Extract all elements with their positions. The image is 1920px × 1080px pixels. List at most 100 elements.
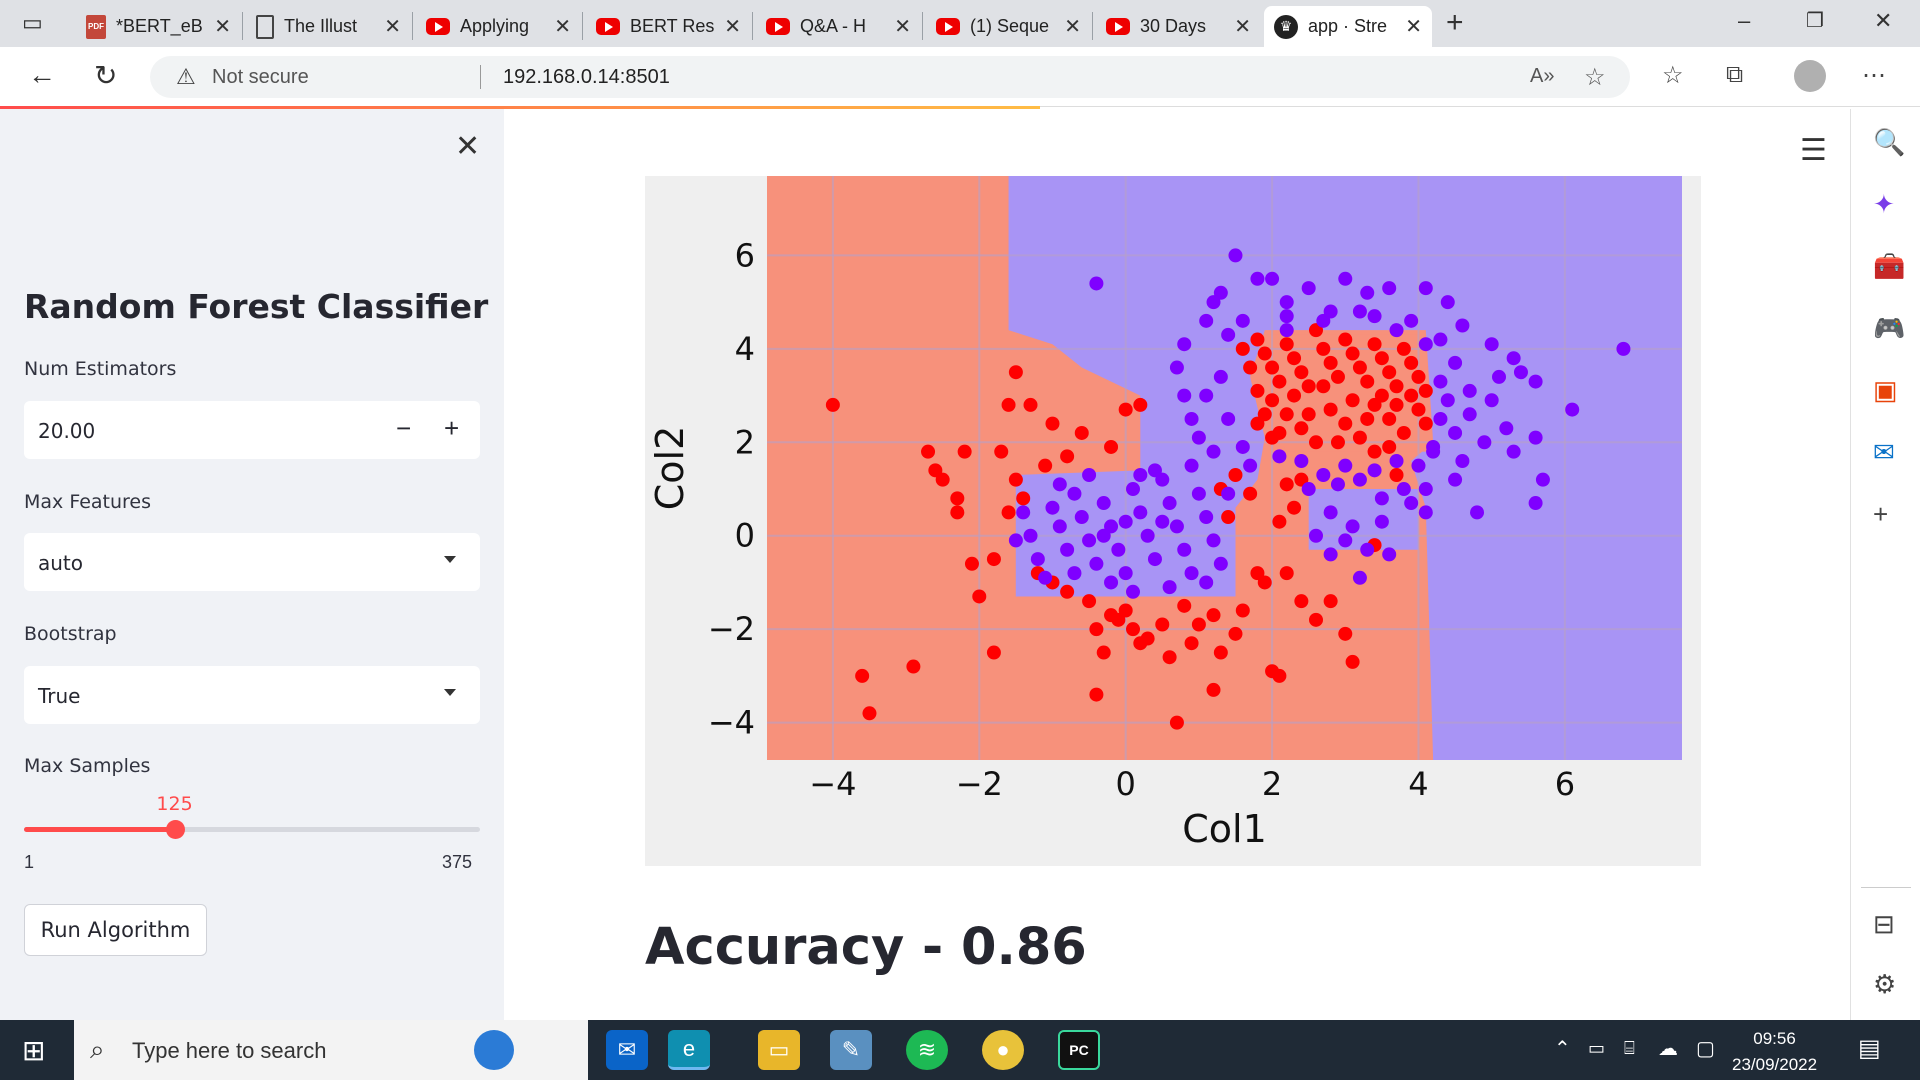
file-explorer-icon[interactable]: ▭	[758, 1030, 800, 1070]
outlook-icon[interactable]: ✉	[1873, 437, 1895, 467]
data-point-class-0	[950, 491, 965, 506]
close-icon[interactable]: ✕	[1234, 16, 1251, 38]
data-point-class-0	[1396, 341, 1411, 356]
data-point-class-1	[1162, 580, 1177, 595]
browser-tab[interactable]: Applying ✕	[416, 6, 581, 47]
data-point-class-1	[1352, 472, 1367, 487]
edge-browser-icon[interactable]: e	[668, 1030, 710, 1070]
data-point-class-1	[1089, 556, 1104, 571]
data-point-class-0	[1389, 379, 1404, 394]
increment-icon[interactable]: +	[444, 413, 460, 443]
data-point-class-0	[1060, 584, 1075, 599]
data-point-class-0	[1404, 388, 1419, 403]
data-point-class-0	[1309, 435, 1323, 450]
add-favorite-icon[interactable]: ☆	[1584, 64, 1606, 91]
notepad-icon[interactable]: ✎	[830, 1030, 872, 1070]
games-icon[interactable]: 🎮	[1873, 313, 1906, 343]
data-point-class-0	[1323, 594, 1338, 609]
browser-tab[interactable]: Q&A - H ✕	[756, 6, 921, 47]
taskbar-clock[interactable]: 09:56 23/09/2022	[1732, 1026, 1817, 1078]
max-samples-slider-track[interactable]	[24, 827, 480, 832]
browser-tab[interactable]: 30 Days ✕	[1096, 6, 1261, 47]
new-tab-icon[interactable]: +	[1446, 6, 1464, 39]
data-point-class-1	[1228, 248, 1243, 263]
pdf-icon: PDF	[86, 14, 106, 39]
data-point-class-1	[1191, 430, 1206, 445]
browser-tab-bar: ▭ PDF *BERT_eB ✕ The Illust ✕ Applying ✕…	[0, 0, 1920, 47]
cloud-icon[interactable]: ☁	[1658, 1038, 1678, 1060]
mail-icon[interactable]: ✉	[606, 1030, 648, 1070]
data-point-class-1	[1206, 444, 1221, 459]
notifications-icon[interactable]: ▤	[1858, 1035, 1881, 1062]
minimize-icon[interactable]: –	[1738, 8, 1751, 33]
tab-separator	[412, 12, 413, 40]
data-point-class-0	[1272, 514, 1287, 529]
refresh-icon[interactable]: ↻	[94, 60, 118, 91]
windows-start-icon[interactable]: ⊞	[22, 1035, 46, 1066]
max-samples-slider-thumb[interactable]	[166, 820, 186, 839]
back-icon[interactable]: ←	[28, 59, 56, 90]
browser-tab[interactable]: BERT Res ✕	[586, 6, 751, 47]
split-screen-icon[interactable]: ⊟	[1873, 909, 1895, 939]
data-point-class-0	[1382, 365, 1397, 380]
close-icon[interactable]: ✕	[894, 16, 911, 38]
url-field[interactable]: ⚠ Not secure 192.168.0.14:8501 A» ☆	[150, 56, 1630, 98]
profile-avatar[interactable]	[1794, 60, 1826, 92]
max-features-select[interactable]: auto	[24, 533, 480, 591]
close-icon[interactable]: ✕	[554, 16, 571, 38]
spotify-icon[interactable]: ≋	[906, 1030, 948, 1070]
data-point-class-0	[906, 659, 921, 674]
browser-tab[interactable]: (1) Seque ✕	[926, 6, 1091, 47]
num-estimators-input[interactable]: 20.00 − +	[24, 401, 480, 459]
restore-icon[interactable]: ❐	[1806, 10, 1824, 32]
data-point-class-1	[1433, 411, 1448, 426]
close-icon[interactable]: ✕	[214, 16, 231, 38]
data-point-class-1	[1492, 369, 1506, 384]
office-icon[interactable]: ▣	[1873, 375, 1898, 405]
url-text[interactable]: 192.168.0.14:8501	[503, 66, 670, 88]
data-point-class-0	[1279, 407, 1294, 422]
battery-icon[interactable]: ▭	[1588, 1038, 1606, 1058]
decision-boundary-chart: −4 −2 0 2 4 6 −4 −2 0 2 4 6 Col1 Col2	[645, 176, 1701, 866]
close-window-icon[interactable]: ✕	[1874, 8, 1893, 33]
chevron-down-icon[interactable]	[444, 556, 456, 563]
data-point-class-0	[1008, 472, 1023, 487]
tools-icon[interactable]: 🧰	[1873, 251, 1906, 281]
pycharm-icon[interactable]: PC	[1058, 1030, 1100, 1070]
num-estimators-value[interactable]: 20.00	[38, 419, 96, 443]
favorites-icon[interactable]: ☆	[1662, 62, 1684, 89]
hamburger-menu-icon[interactable]: ☰	[1800, 134, 1827, 167]
taskbar-search-box[interactable]: ⌕ Type here to search	[74, 1020, 588, 1080]
collections-icon[interactable]: ⧉	[1726, 61, 1744, 88]
close-icon[interactable]: ✕	[1405, 16, 1422, 38]
browser-tab-active[interactable]: ♛ app · Stre ✕	[1264, 6, 1432, 47]
close-icon[interactable]: ✕	[1064, 16, 1081, 38]
display-icon[interactable]: ▢	[1696, 1038, 1715, 1060]
browser-tab[interactable]: The Illust ✕	[246, 6, 411, 47]
copilot-icon[interactable]: ✦	[1873, 189, 1895, 219]
read-aloud-icon[interactable]: A»	[1530, 65, 1555, 87]
tray-chevron-icon[interactable]: ⌃	[1554, 1038, 1571, 1060]
accuracy-heading: Accuracy - 0.86	[645, 918, 1087, 977]
network-icon[interactable]: ⌸	[1624, 1038, 1635, 1058]
close-icon[interactable]: ✕	[724, 16, 741, 38]
chrome-icon[interactable]: ●	[982, 1030, 1024, 1070]
more-options-icon[interactable]: ⋯	[1862, 62, 1886, 89]
search-icon[interactable]: 🔍	[1873, 127, 1906, 157]
decrement-icon[interactable]: −	[396, 413, 412, 443]
run-algorithm-button[interactable]: Run Algorithm	[24, 904, 207, 956]
data-point-class-0	[1389, 468, 1404, 483]
bootstrap-select[interactable]: True	[24, 666, 480, 724]
add-icon[interactable]: +	[1873, 499, 1889, 529]
close-icon[interactable]: ✕	[384, 16, 401, 38]
close-sidebar-icon[interactable]: ✕	[455, 130, 481, 163]
data-point-class-1	[1418, 337, 1433, 352]
settings-icon[interactable]: ⚙	[1873, 969, 1897, 999]
data-point-class-0	[1096, 645, 1111, 660]
data-point-class-0	[972, 589, 987, 604]
chevron-down-icon[interactable]	[444, 689, 456, 696]
tab-actions-icon[interactable]: ▭	[22, 10, 43, 35]
browser-tab[interactable]: PDF *BERT_eB ✕	[76, 6, 241, 47]
clock-time: 09:56	[1753, 1029, 1796, 1048]
tab-separator	[242, 12, 243, 40]
